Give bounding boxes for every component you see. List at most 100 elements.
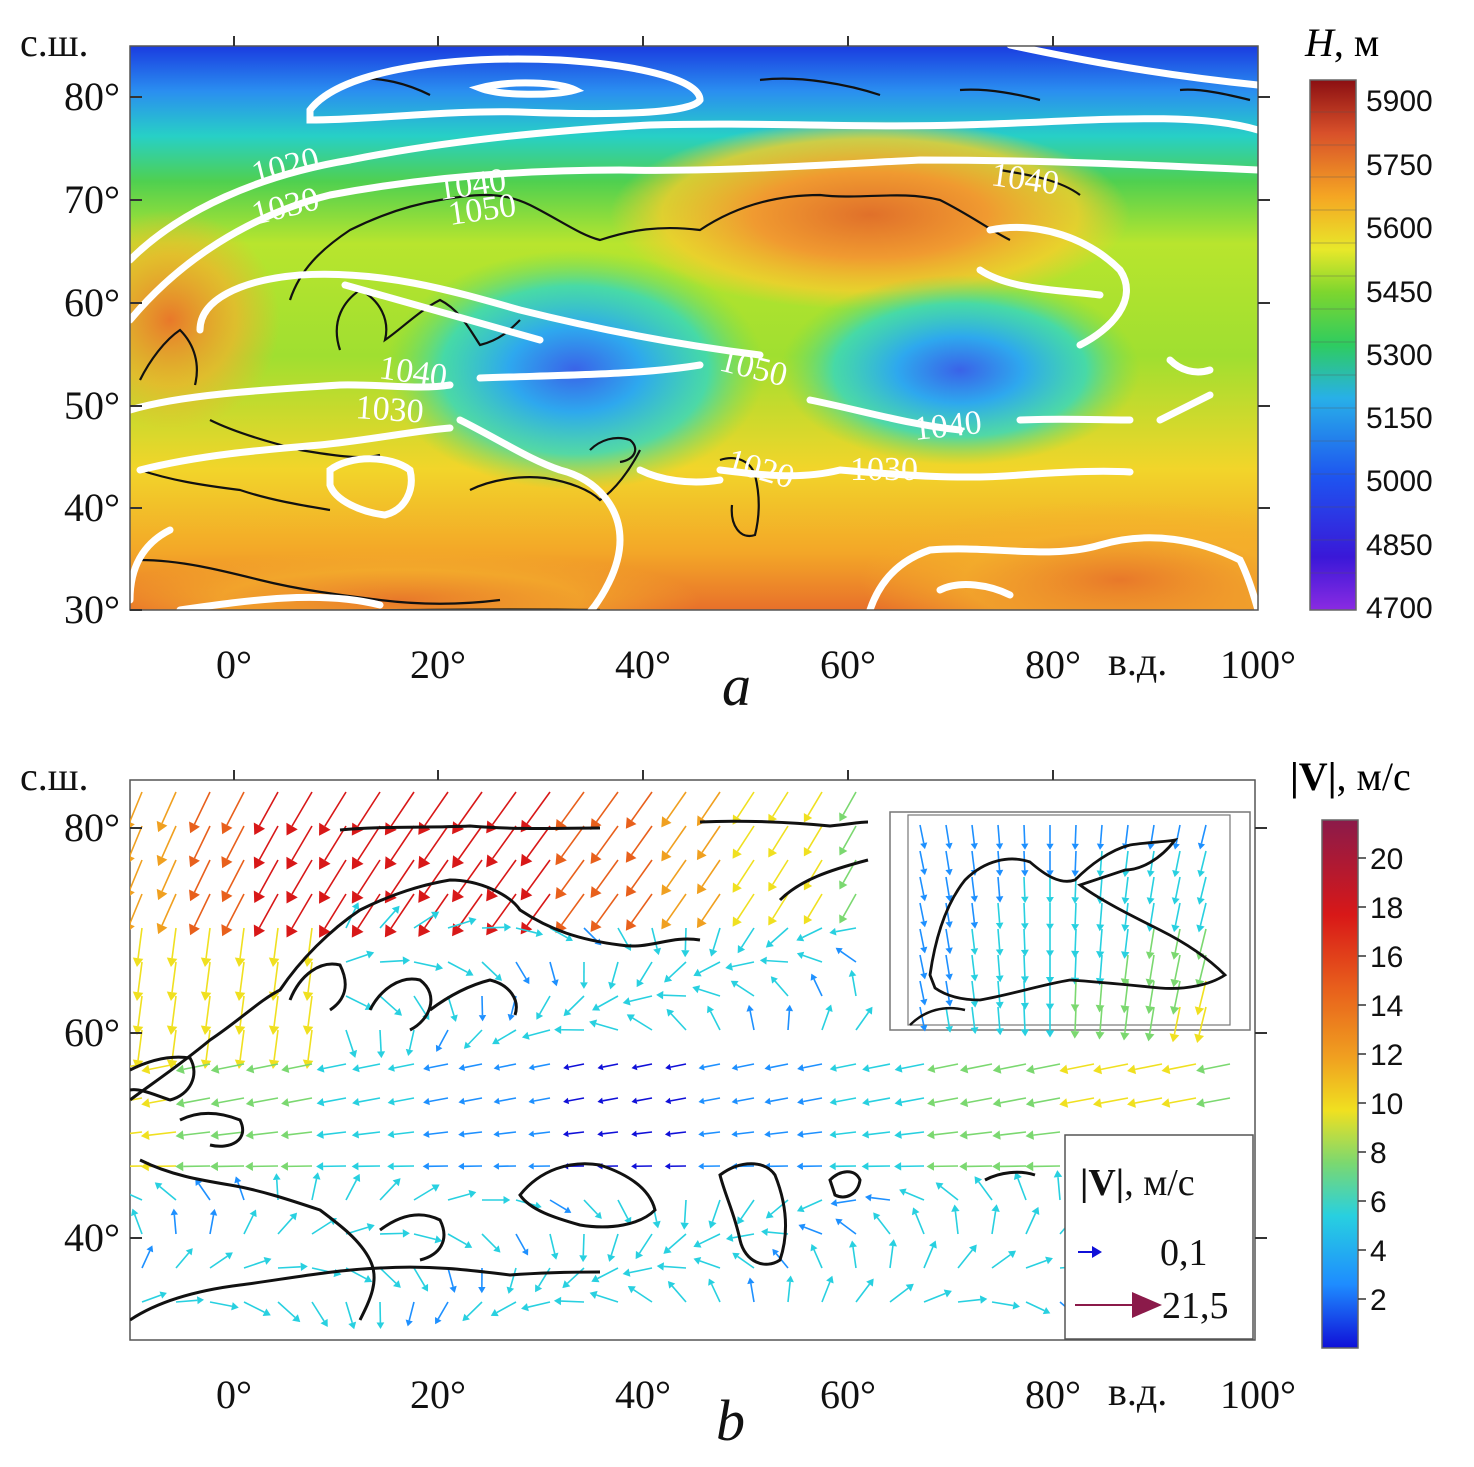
wind-vector-head [1045,1030,1055,1038]
wind-vector-head [166,957,178,968]
wind-vector-head [486,922,499,936]
wind-vector [408,1029,415,1050]
wind-vector [889,1245,894,1269]
wind-vector-head [1121,924,1130,932]
wind-vector-head [1171,924,1180,933]
isobar-labels: 1020 1030 1040 1050 1040 1030 1050 1040 … [248,140,1061,496]
wind-vector-head [652,1220,661,1229]
wind-vector-head [316,1130,324,1139]
wind-vector [732,1233,755,1239]
wind-vector [1149,954,1155,980]
wind-vector [666,825,687,855]
wind-vector-head [319,856,331,870]
wind-vector-head [826,1275,834,1284]
wind-vector [731,961,755,968]
wind-vector-head [1197,842,1206,850]
wind-vector [1099,902,1103,925]
wind-vector [1033,1063,1061,1071]
wind-vector-head [905,1283,914,1292]
wind-vector [1017,1178,1027,1201]
wind-vector [775,1253,789,1269]
wind-vector [636,1063,653,1068]
wind-vector [161,893,177,926]
wind-vector-head [200,1025,212,1036]
wind-vector-head [730,980,739,988]
lat-tick-label: 60° [64,280,120,325]
wind-vector-head [862,1064,870,1073]
wind-vector [945,824,950,844]
panel-letter-a: a [722,653,751,718]
wind-vector-head [520,853,533,867]
wind-vector-head [810,973,818,981]
wind-vector-head [839,846,848,856]
wind-vector [239,927,245,959]
wind-vector [919,954,925,974]
wind-vector-head [698,1130,705,1138]
wind-vector [868,1097,891,1103]
wind-vector [183,1097,211,1104]
wind-vector-head [221,856,233,869]
wind-vector-head [589,1019,598,1028]
wind-vector-head [189,923,200,936]
wind-vector-head [468,917,477,926]
wind-vector [582,1233,585,1256]
wind-vector-head [281,1098,290,1107]
wind-vector [835,1063,857,1069]
wind-vector-head [210,1130,219,1140]
wind-vector-head [597,1130,603,1138]
wind-vector [549,927,568,939]
wind-vector [1174,876,1181,899]
wind-vector [1169,1063,1197,1071]
wind-vector-head [289,1212,298,1221]
wind-vector-head [504,923,512,932]
wind-vector-head [106,1162,114,1172]
wind-vector [226,791,245,826]
wind-vector-head [107,1130,116,1140]
wind-vector [171,995,177,1027]
wind-vector [945,1006,950,1027]
wind-vector-head [234,1176,242,1184]
wind-vector [1023,980,1026,1003]
wind-vector-head [352,1097,360,1106]
wind-vector-head [478,1286,486,1294]
lon-tick-label: 20° [410,642,466,687]
wind-vector-head [970,1027,979,1035]
wind-vector-head [245,1130,254,1140]
wind-vector [499,1063,517,1069]
wind-vector-head [970,948,979,955]
wind-vector [957,1249,973,1269]
wind-vector-head [196,1296,204,1305]
wind-vector-head [681,950,690,958]
colorbar-tick-label: 12 [1370,1039,1403,1072]
wind-vector-head [995,1001,1004,1009]
wind-vector [324,791,347,827]
wind-vector [515,1233,526,1251]
wind-vector-head [580,982,588,989]
wind-vector-head [1071,897,1080,904]
wind-vector [193,893,211,927]
wind-vector [997,928,1001,950]
wind-vector-head [888,1239,897,1247]
wind-vector [239,995,245,1027]
wind-vector-head [393,1280,401,1288]
wind-vector-head [696,849,707,861]
wind-vector-head [221,890,233,903]
wind-vector [171,961,177,993]
wind-vector [703,1063,721,1068]
wind-vector-head [1121,951,1130,959]
wind-vector [802,1199,823,1210]
wind-vector [772,893,789,919]
wind-vector [277,1301,296,1319]
lat-tick-label: 40° [64,1215,120,1260]
wind-vector [193,791,211,825]
wind-vector [842,893,857,918]
wind-vector [971,902,976,923]
wind-vector [447,1267,454,1287]
wind-vector [595,893,619,925]
wind-vector-head [759,956,767,965]
wind-vector [770,1097,789,1103]
wind-vector-head [458,1064,466,1072]
wind-vector-head [351,924,364,938]
wind-vector-head [1170,978,1180,988]
inset-black-sea [889,811,1251,1043]
